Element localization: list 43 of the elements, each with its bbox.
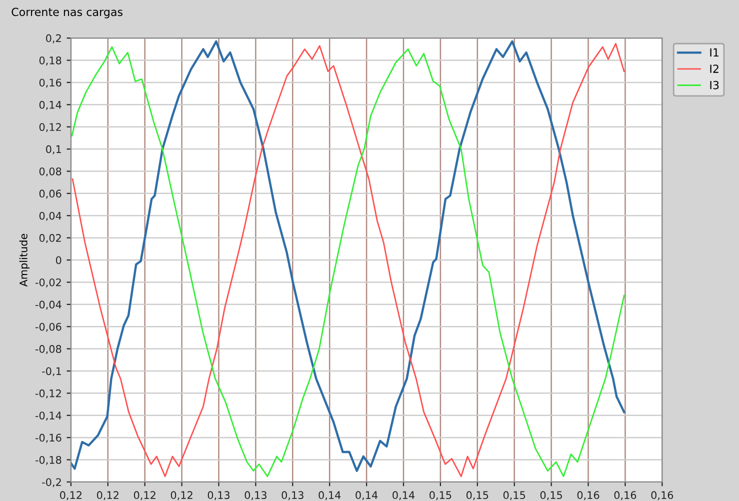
y-tick-label: 0,1: [46, 145, 61, 154]
y-tick-label: -0,2: [42, 478, 61, 488]
y-tick-label: -0,06: [35, 322, 62, 332]
y-tick-label: 0: [56, 256, 62, 264]
y-tick-label: -0,14: [35, 412, 62, 421]
chart-title: Corrente nas cargas: [12, 8, 123, 18]
x-tick-label: 0,15: [540, 491, 562, 500]
y-tick-label: -0,18: [35, 456, 62, 465]
x-tick-label: 0,15: [503, 491, 526, 500]
x-tick-label: 0,16: [614, 491, 636, 500]
y-tick-label: -0,16: [35, 434, 62, 443]
y-tick-label: -0,04: [35, 300, 62, 310]
y-tick-label: -0,08: [35, 345, 62, 354]
x-tick-label: 0,13: [244, 491, 266, 500]
x-tick-label: 0,12: [134, 491, 156, 500]
legend-label: I1: [710, 48, 718, 57]
x-tick-label: 0,14: [356, 491, 378, 500]
y-tick-label: 0,18: [39, 56, 62, 66]
y-tick-label: -0,02: [35, 278, 61, 288]
y-tick-label: 0,08: [39, 167, 62, 176]
y-tick-label: 0,12: [39, 123, 61, 132]
y-tick-label: 0,02: [39, 234, 61, 243]
x-tick-label: 0,15: [430, 491, 452, 500]
y-tick-label: 0,14: [39, 100, 62, 110]
y-tick-label: 0,04: [39, 212, 62, 221]
y-tick-label: 0,2: [46, 34, 61, 44]
y-tick-label: 0,06: [39, 190, 62, 199]
y-tick-label: -0,12: [35, 389, 61, 398]
x-tick-label: 0,13: [282, 491, 304, 500]
y-tick-label: -0,1: [42, 367, 61, 376]
x-tick-label: 0,12: [96, 491, 118, 500]
x-tick-label: 0,16: [651, 491, 674, 500]
legend-label: I3: [710, 80, 719, 90]
legend-label: I2: [710, 64, 718, 73]
y-tick-label: 0,16: [39, 78, 62, 88]
x-tick-label: 0,12: [60, 491, 82, 500]
x-tick-label: 0,14: [392, 491, 415, 500]
x-tick-label: 0,15: [466, 491, 488, 500]
y-axis-title: Amplitude: [19, 234, 30, 287]
x-tick-label: 0,13: [208, 491, 230, 500]
x-tick-label: 0,14: [318, 491, 341, 500]
x-tick-label: 0,12: [170, 491, 192, 500]
x-tick-label: 0,16: [577, 491, 600, 500]
